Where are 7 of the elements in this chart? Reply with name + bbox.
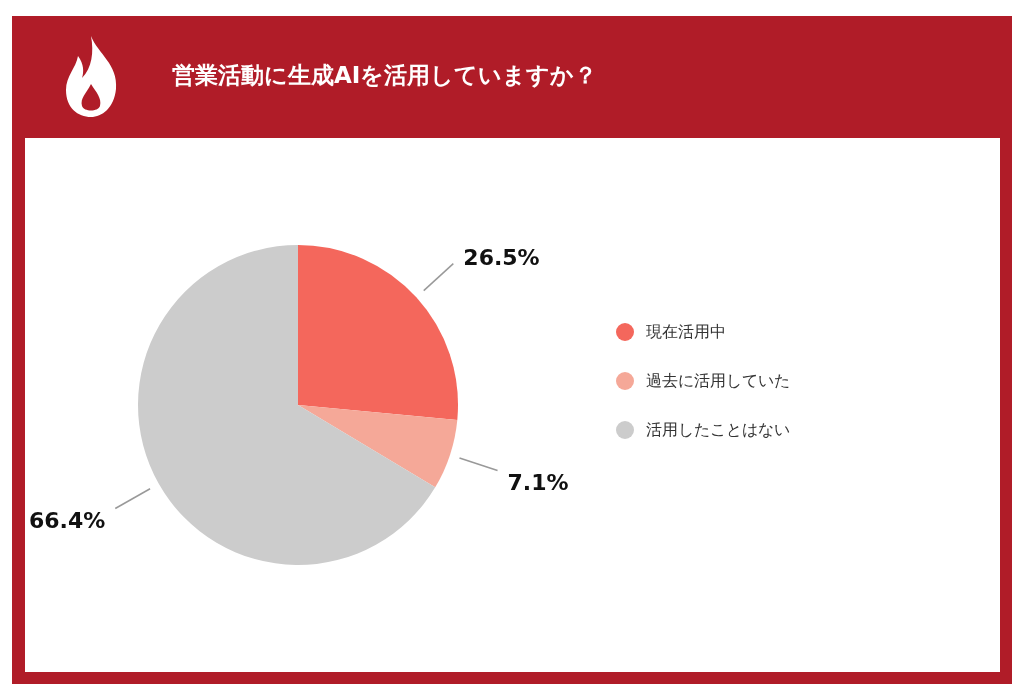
chart-title: 営業活動に生成AIを活用していますか？: [172, 61, 598, 90]
data-label: 26.5%: [463, 245, 540, 271]
legend-label: 活用したことはない: [646, 419, 790, 441]
legend-label: 過去に活用していた: [646, 370, 790, 392]
legend-label: 現在活用中: [646, 321, 726, 343]
data-label: 66.4%: [28, 508, 106, 534]
data-label: 7.1%: [507, 470, 569, 496]
